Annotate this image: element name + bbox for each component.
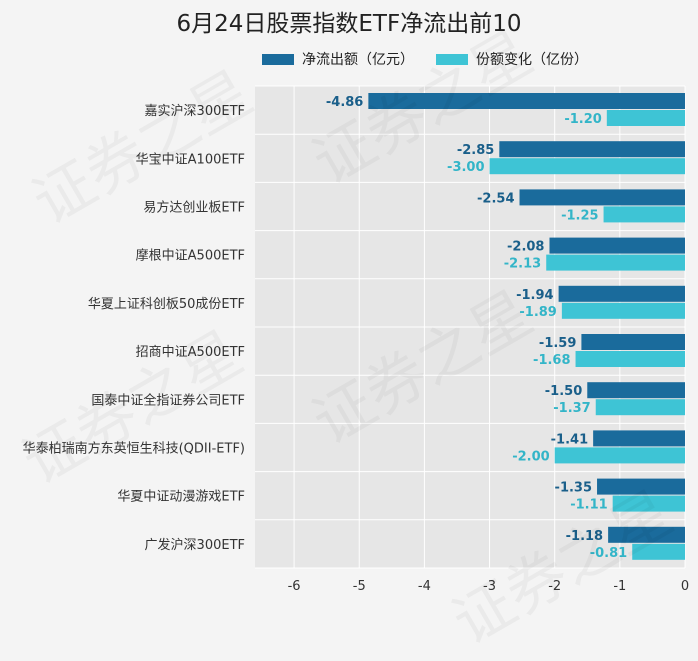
data-label-shares: -3.00 [447,160,484,175]
bar-outflow [608,526,685,543]
category-label: 华夏上证科创板50成份ETF [88,297,245,312]
legend-label-shares: 份额变化（亿份） [476,52,588,68]
data-label-outflow: -1.35 [555,481,592,496]
bar-shares [606,110,685,126]
bar-outflow [519,189,685,206]
data-label-outflow: -1.18 [566,529,603,544]
category-label: 招商中证A500ETF [136,345,245,360]
category-label: 华泰柏瑞南方东英恒生科技(QDII-ETF) [23,441,245,457]
bar-outflow [587,382,685,399]
category-label: 华夏中证动漫游戏ETF [117,490,245,505]
bar-shares [632,543,685,560]
bar-shares [546,254,685,271]
category-label: 嘉实沪深300ETF [145,103,245,119]
bar-shares [612,495,685,512]
x-tick-label: -5 [353,579,366,594]
bar-shares [595,399,685,416]
data-label-outflow: -2.85 [457,143,494,158]
data-label-outflow: -1.94 [516,288,553,303]
data-label-shares: -2.13 [504,257,541,272]
x-tick-label: -2 [548,579,561,594]
data-label-shares: -1.68 [533,353,570,368]
category-label: 广发沪深300ETF [145,537,245,553]
bar-outflow [368,93,685,109]
bar-outflow [499,141,685,158]
category-label: 易方达创业板ETF [143,200,245,216]
legend-swatch-shares [436,53,468,65]
data-label-shares: -1.25 [561,208,598,223]
legend-item-shares: 份额变化（亿份） [436,49,588,69]
bar-shares [554,447,685,464]
bar-shares [489,158,685,175]
data-label-outflow: -1.41 [551,432,588,447]
legend-label-outflow: 净流出额（亿元） [302,52,414,68]
data-label-shares: -1.37 [553,401,590,416]
data-label-outflow: -2.08 [507,240,544,255]
bar-outflow [597,478,685,495]
data-label-shares: -1.11 [570,498,607,513]
legend-swatch-outflow [262,53,294,65]
x-tick-label: -4 [418,579,431,594]
bar-shares [561,302,685,319]
x-tick-label: -6 [288,579,301,594]
category-label: 摩根中证A500ETF [136,248,245,264]
bar-outflow [558,285,685,302]
data-label-outflow: -2.54 [477,191,514,206]
bar-outflow [581,334,685,350]
bar-shares [603,206,685,223]
data-label-shares: -1.20 [564,112,601,127]
bar-chart: 嘉实沪深300ETF -4.86 -1.20 华宝中证A100ETF -2.85 -3.0… [23,85,689,594]
bar-shares [575,351,685,367]
bar-outflow [593,430,685,447]
legend-item-outflow: 净流出额（亿元） [262,49,414,69]
category-label: 国泰中证全指证券公司ETF [91,392,245,408]
x-tick-label: 0 [681,579,689,594]
data-label-outflow: -1.50 [545,384,582,399]
bar-outflow [549,237,685,254]
data-label-outflow: -4.86 [326,95,363,110]
data-label-shares: -0.81 [590,546,627,561]
data-label-outflow: -1.59 [539,336,576,351]
x-tick-label: -3 [483,579,496,594]
chart-title: 6月24日股票指数ETF净流出前10 [176,11,522,37]
data-label-shares: -1.89 [519,305,556,320]
category-label: 华宝中证A100ETF [136,152,245,167]
x-tick-label: -1 [613,579,626,594]
data-label-shares: -2.00 [512,449,549,464]
